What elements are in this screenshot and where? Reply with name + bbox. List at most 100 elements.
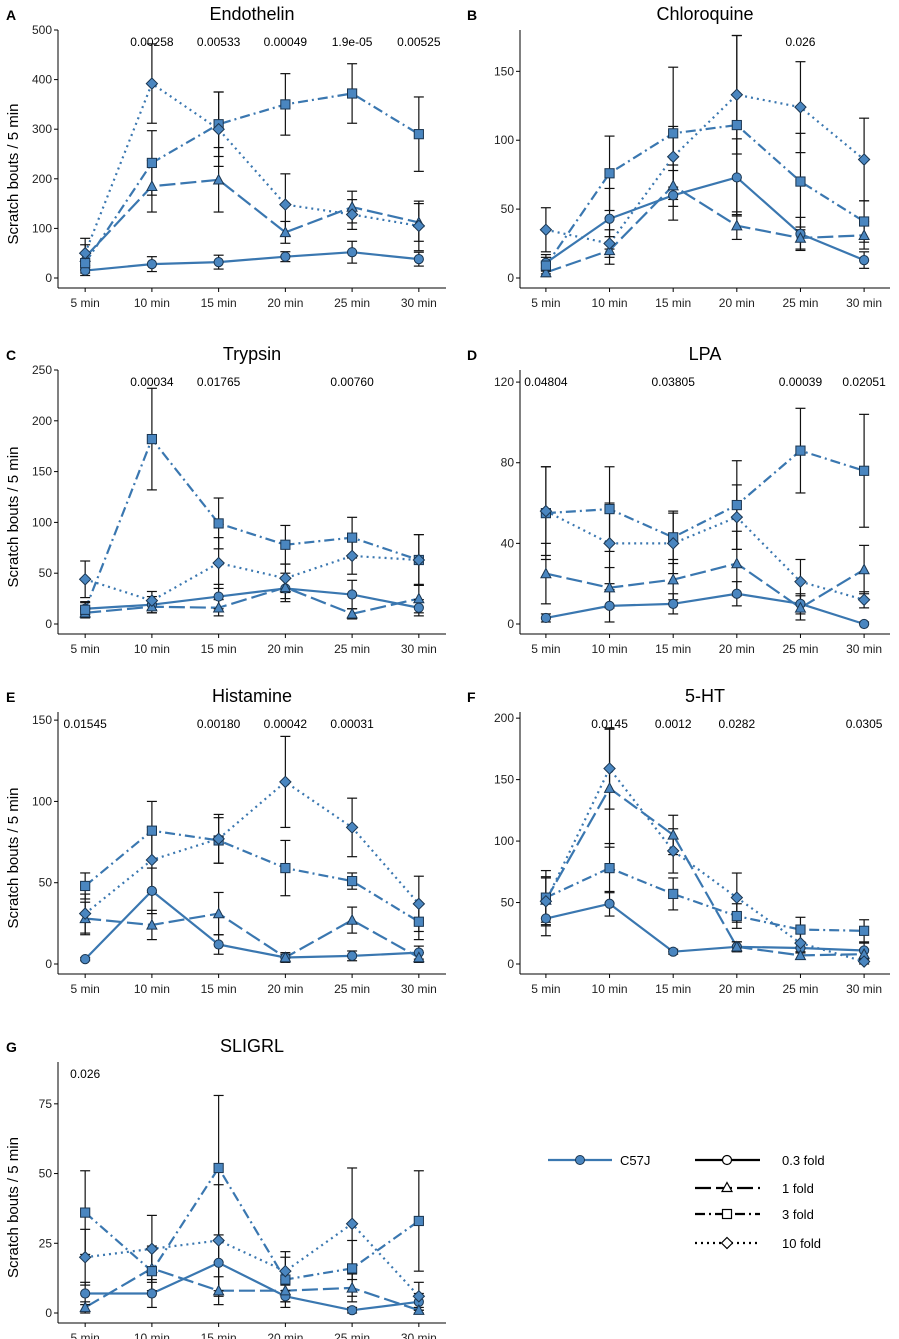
data-point-diamond: [857, 593, 871, 607]
data-point-square: [413, 916, 424, 927]
x-tick-label: 5 min: [70, 642, 99, 656]
data-point-diamond: [730, 510, 744, 524]
panel-title: Trypsin: [223, 344, 281, 364]
data-point-square: [280, 539, 291, 550]
data-point-square: [795, 176, 806, 187]
x-tick-label: 15 min: [201, 296, 237, 310]
data-point-diamond: [78, 1250, 92, 1264]
data-point-triangle: [603, 781, 616, 793]
legend-item-0-label: 0.3 fold: [782, 1153, 825, 1168]
data-point-triangle: [279, 1284, 292, 1296]
y-tick-label: 50: [501, 896, 515, 910]
data-point-square: [731, 910, 742, 922]
p-value-label: 0.00031: [330, 717, 374, 731]
data-point-diamond: [345, 549, 359, 563]
x-tick-label: 5 min: [70, 1331, 99, 1339]
x-tick-label: 10 min: [592, 642, 628, 656]
y-tick-label: 500: [32, 23, 52, 37]
p-value-label: 0.04804: [524, 375, 568, 389]
data-point-diamond: [730, 891, 744, 904]
y-tick-label: 100: [494, 133, 514, 147]
data-point-circle: [80, 1288, 91, 1299]
y-tick-label: 80: [501, 456, 515, 470]
data-point-triangle: [603, 581, 616, 593]
p-value-label: 0.01545: [63, 717, 107, 731]
data-point-diamond: [603, 237, 616, 250]
x-tick-label: 15 min: [201, 1331, 237, 1339]
series-line-0-3-fold: [85, 1261, 419, 1312]
x-tick-label: 20 min: [719, 982, 755, 996]
legend-item-3-marker: [720, 1236, 734, 1250]
data-point-triangle: [212, 601, 225, 613]
data-point-circle: [604, 213, 615, 224]
panel-D: D LPA 0 40 80 120 5 min 10 min 15 min 20 min 25 mi…: [467, 344, 890, 656]
data-point-triangle: [346, 607, 358, 619]
data-point-square: [731, 119, 742, 131]
p-value-label: 0.02051: [842, 375, 886, 389]
data-point-square: [213, 1162, 224, 1174]
y-tick-label: 50: [39, 566, 53, 580]
data-point-triangle: [413, 1303, 425, 1315]
data-point-diamond: [412, 553, 426, 567]
x-tick-label: 25 min: [334, 642, 370, 656]
data-point-circle: [347, 247, 358, 258]
x-tick-label: 10 min: [134, 642, 170, 656]
data-point-diamond: [212, 1234, 225, 1247]
legend-main-label: C57J: [620, 1153, 650, 1168]
data-point-circle: [413, 254, 424, 265]
data-point-triangle: [667, 179, 680, 191]
data-point-circle: [213, 591, 224, 602]
series-line-0-3-fold: [85, 251, 419, 272]
data-point-circle: [413, 602, 424, 613]
series-line-3-fold: [84, 437, 420, 611]
data-point-diamond: [857, 153, 871, 166]
data-point-square: [80, 604, 91, 615]
data-point-square: [795, 924, 806, 935]
series-line-10-fold: [84, 554, 419, 602]
p-value-label: 0.03805: [651, 375, 695, 389]
data-point-square: [604, 168, 615, 179]
data-point-diamond: [412, 219, 426, 233]
p-value-label: 1.9e-05: [332, 35, 373, 49]
x-tick-label: 30 min: [846, 642, 882, 656]
x-tick-label: 25 min: [334, 1331, 370, 1339]
p-value-label: 0.01765: [197, 375, 241, 389]
data-point-triangle: [730, 219, 743, 231]
data-point-square: [540, 260, 551, 271]
x-tick-label: 10 min: [134, 982, 170, 996]
data-point-square: [668, 128, 679, 139]
data-point-square: [347, 875, 358, 887]
data-point-circle: [146, 259, 157, 270]
data-point-triangle: [858, 229, 870, 240]
y-tick-label: 0: [507, 617, 514, 631]
y-tick-label: 300: [32, 122, 52, 136]
x-tick-label: 5 min: [70, 296, 99, 310]
series-line-10-fold: [84, 780, 420, 915]
y-tick-label: 150: [32, 713, 52, 727]
series-line-3-fold: [545, 867, 865, 932]
y-axis-label: Scratch bouts / 5 min: [5, 788, 22, 929]
p-value-label: 0.00258: [130, 35, 174, 49]
series-line-10-fold: [544, 767, 865, 963]
p-value-label: 0.0282: [718, 717, 755, 731]
data-point-diamond: [794, 936, 807, 950]
x-tick-label: 15 min: [201, 982, 237, 996]
data-point-diamond: [145, 594, 159, 607]
x-tick-label: 10 min: [134, 296, 170, 310]
data-point-diamond: [279, 1264, 292, 1278]
data-point-circle: [668, 598, 679, 609]
x-tick-label: 15 min: [655, 642, 691, 656]
y-tick-label: 0: [507, 957, 514, 971]
data-point-diamond: [145, 853, 159, 867]
data-point-triangle: [858, 563, 870, 575]
y-tick-label: 120: [494, 375, 514, 389]
y-tick-label: 200: [32, 172, 52, 186]
p-value-label: 0.00049: [264, 35, 308, 49]
data-point-diamond: [857, 955, 871, 968]
data-point-triangle: [413, 592, 425, 604]
y-tick-label: 100: [32, 794, 52, 808]
data-point-circle: [731, 588, 742, 599]
data-point-diamond: [666, 537, 680, 550]
y-tick-label: 0: [45, 271, 52, 285]
p-value-label: 0.00042: [264, 717, 308, 731]
